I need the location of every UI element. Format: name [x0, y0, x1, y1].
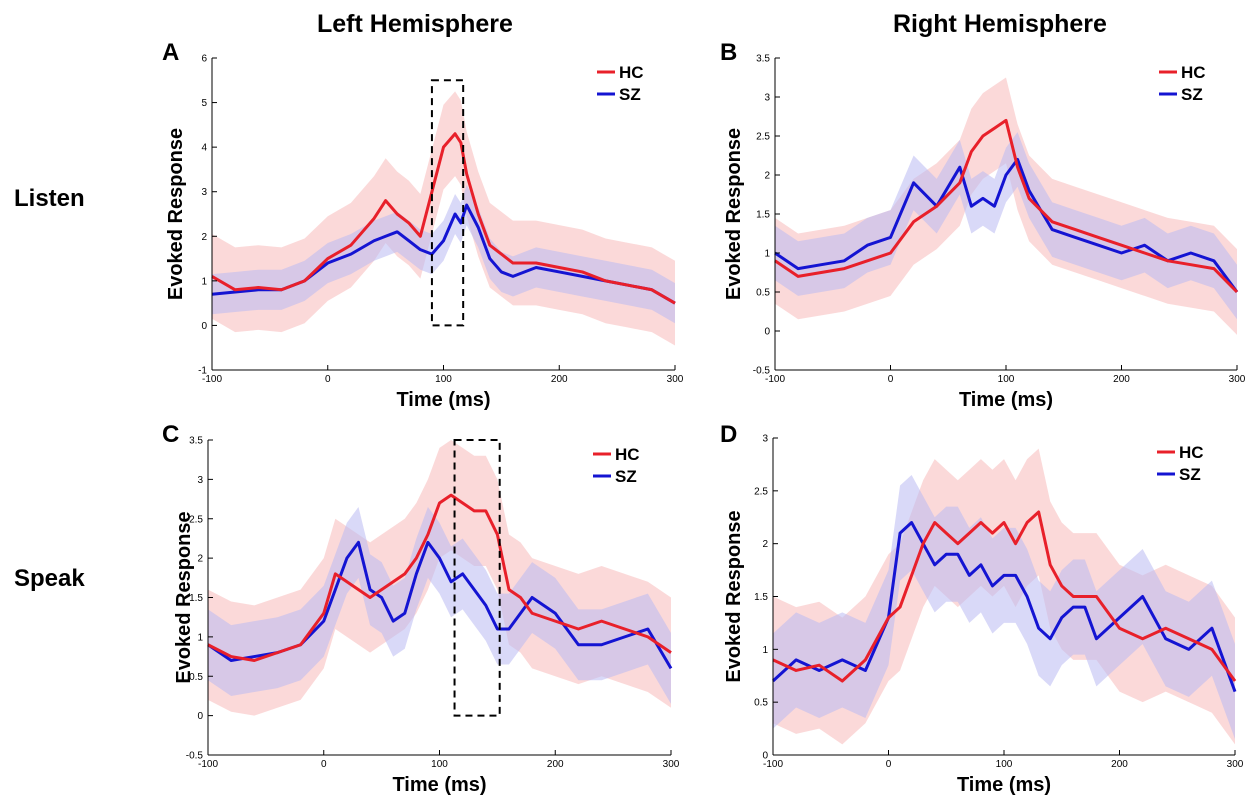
x-tick-label: 0 — [325, 374, 331, 385]
y-tick-label: 0 — [764, 327, 770, 338]
x-tick-label: 100 — [996, 759, 1013, 770]
x-tick-label: 200 — [547, 759, 564, 770]
x-tick-label: 300 — [1229, 374, 1246, 385]
y-tick-label: 0.5 — [756, 288, 770, 299]
band-sz — [773, 474, 1235, 740]
band-sz — [212, 185, 675, 324]
y-tick-label: 2.5 — [189, 514, 203, 525]
x-axis-label: Time (ms) — [959, 389, 1053, 411]
x-tick-label: 200 — [1113, 374, 1130, 385]
x-tick-label: -100 — [765, 374, 785, 385]
y-tick-label: 1 — [762, 645, 768, 656]
x-tick-label: 100 — [998, 374, 1015, 385]
x-tick-label: 300 — [663, 759, 680, 770]
x-tick-label: -100 — [202, 374, 222, 385]
x-tick-label: -100 — [198, 759, 218, 770]
y-tick-label: 0 — [201, 321, 207, 332]
band-hc — [773, 448, 1235, 745]
x-tick-label: 100 — [431, 759, 448, 770]
x-tick-label: 0 — [886, 759, 892, 770]
panel-letter: B — [720, 39, 737, 66]
series-line-hc — [211, 132, 676, 305]
band-hc — [775, 77, 1237, 335]
series-line-hc — [774, 118, 1239, 294]
legend-label-sz: SZ — [619, 85, 641, 104]
panel-letter: A — [162, 39, 179, 66]
y-axis-label: Evoked Response — [723, 128, 745, 300]
y-tick-label: 2 — [762, 539, 768, 550]
y-axis-label: Evoked Response — [165, 128, 187, 300]
y-tick-label: 3.5 — [756, 54, 770, 65]
legend-label-hc: HC — [619, 63, 644, 82]
x-axis-label: Time (ms) — [396, 389, 490, 411]
band-sz — [208, 506, 671, 704]
y-tick-label: 5 — [201, 98, 207, 109]
highlight-box — [430, 79, 465, 327]
y-axis-label: Evoked Response — [723, 510, 745, 682]
y-tick-label: -0.5 — [186, 751, 204, 762]
y-tick-label: 3 — [197, 475, 203, 486]
y-tick-label: 1.5 — [189, 593, 203, 604]
y-tick-label: 3 — [201, 187, 207, 198]
y-tick-label: 3 — [762, 434, 768, 445]
x-tick-label: 300 — [1227, 759, 1244, 770]
y-tick-label: 1.5 — [754, 592, 768, 603]
left-hemisphere-title: Left Hemisphere — [317, 10, 513, 38]
legend-label-hc: HC — [1179, 443, 1204, 462]
right-hemisphere-title: Right Hemisphere — [893, 10, 1107, 38]
x-axis-label: Time (ms) — [392, 774, 486, 796]
y-tick-label: 2.5 — [754, 486, 768, 497]
legend-label-sz: SZ — [1181, 85, 1203, 104]
legend-label-hc: HC — [1181, 63, 1206, 82]
series-line-sz — [774, 157, 1239, 293]
panel-d — [771, 437, 1237, 756]
x-tick-label: -100 — [763, 759, 783, 770]
y-tick-label: 4 — [201, 143, 207, 154]
panel-b — [774, 57, 1239, 371]
x-tick-label: 0 — [321, 759, 327, 770]
legend-label-hc: HC — [615, 445, 640, 464]
y-tick-label: 6 — [201, 54, 207, 65]
x-tick-label: 0 — [888, 374, 894, 385]
y-tick-label: 0 — [197, 711, 203, 722]
panel-a — [211, 57, 676, 371]
x-tick-label: 100 — [435, 374, 452, 385]
y-tick-label: 1.5 — [756, 210, 770, 221]
y-axis-label: Evoked Response — [173, 511, 195, 683]
y-tick-label: -1 — [198, 366, 207, 377]
y-tick-label: 2.5 — [756, 132, 770, 143]
y-tick-label: 3.5 — [189, 436, 203, 447]
y-tick-label: 2 — [764, 171, 770, 182]
series-line-sz — [211, 203, 676, 305]
y-tick-label: 2 — [197, 554, 203, 565]
listen-row-label: Listen — [14, 185, 85, 212]
y-tick-label: 3 — [764, 93, 770, 104]
x-axis-label: Time (ms) — [957, 774, 1051, 796]
y-tick-label: 0.5 — [754, 698, 768, 709]
y-tick-label: 0.5 — [189, 672, 203, 683]
highlight-box — [453, 439, 501, 717]
y-tick-label: 1 — [764, 249, 770, 260]
panel-letter: C — [162, 421, 179, 448]
legend-label-sz: SZ — [615, 467, 637, 486]
series-line-sz — [207, 540, 673, 670]
y-tick-label: 2 — [201, 232, 207, 243]
x-tick-label: 300 — [667, 374, 684, 385]
band-sz — [775, 132, 1237, 320]
speak-row-label: Speak — [14, 565, 85, 592]
panel-letter: D — [720, 421, 737, 448]
x-tick-label: 200 — [551, 374, 568, 385]
y-tick-label: -0.5 — [753, 366, 771, 377]
series-line-hc — [772, 510, 1237, 683]
y-tick-label: 0 — [762, 751, 768, 762]
series-line-hc — [207, 493, 672, 662]
panel-c — [207, 439, 673, 756]
y-tick-label: 1 — [201, 276, 207, 287]
x-tick-label: 200 — [1111, 759, 1128, 770]
y-tick-label: 1 — [197, 632, 203, 643]
legend-label-sz: SZ — [1179, 465, 1201, 484]
